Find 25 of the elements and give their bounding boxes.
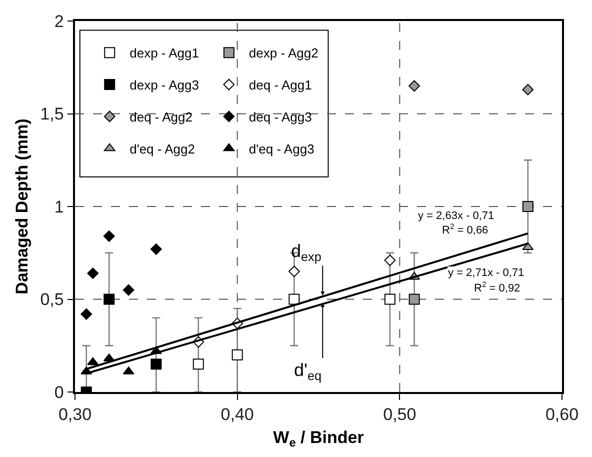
y-tick-label: 0,5 — [40, 290, 64, 310]
annotation: R$^{2}$ = 0,66 — [442, 222, 488, 237]
legend-label: dexp - Agg2 — [248, 46, 318, 61]
annotation: y = 2,71x - 0,71 — [448, 267, 524, 279]
annotation: d'$_{eq}$ — [294, 360, 322, 383]
legend-label: deq - Agg2 — [130, 110, 192, 125]
y-axis-title: Damaged Depth (mm) — [12, 118, 32, 294]
x-tick-label: 0,50 — [383, 405, 416, 424]
y-tick-label: 1,5 — [40, 104, 64, 124]
annotation: d$_{exp}$ — [291, 241, 322, 264]
y-tick-label: 2 — [54, 12, 64, 31]
legend-label: dexp - Agg1 — [130, 46, 199, 61]
x-tick-label: 0,40 — [220, 405, 254, 424]
x-tick-label: 0,30 — [58, 405, 92, 424]
legend-label: d'eq - Agg3 — [248, 141, 314, 156]
legend-label: deq - Agg1 — [248, 78, 312, 93]
legend-label: deq - Agg3 — [248, 110, 312, 125]
x-tick-label: 0,60 — [545, 405, 579, 424]
x-axis-title: W$_{e}$ / Binder — [273, 428, 364, 450]
annotation: R$^{2}$ = 0,92 — [474, 280, 520, 295]
y-tick-label: 0 — [54, 382, 64, 402]
legend-label: d'eq - Agg2 — [130, 141, 195, 156]
y-tick-label: 1 — [54, 197, 64, 216]
legend-label: dexp - Agg3 — [130, 78, 199, 93]
annotation: y = 2,63x - 0,71 — [418, 210, 494, 222]
